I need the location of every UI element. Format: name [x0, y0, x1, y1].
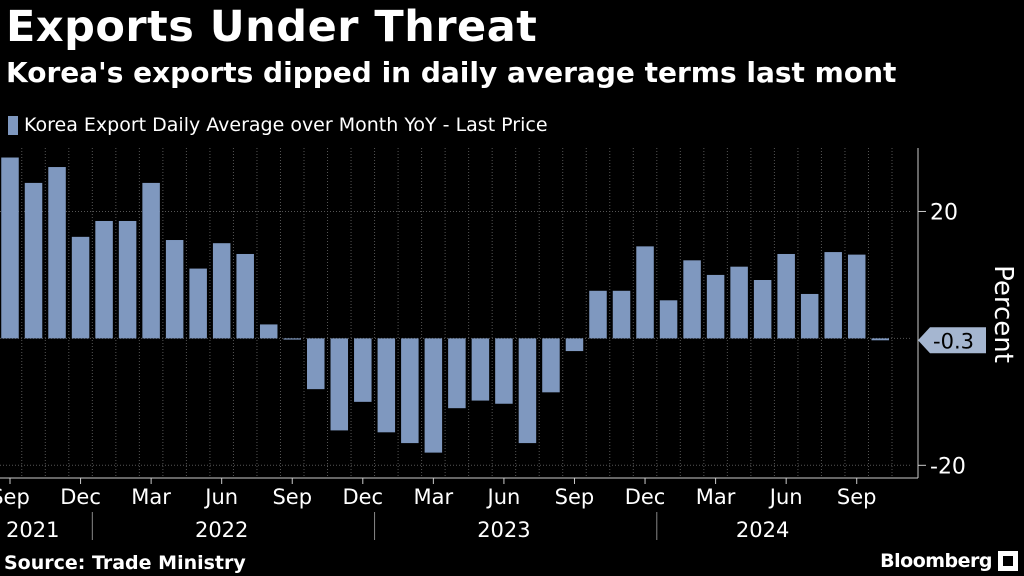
- bar: [71, 236, 90, 339]
- bar: [871, 338, 889, 341]
- bar: [612, 290, 631, 339]
- bar: [165, 240, 184, 339]
- x-tick-label: Mar: [696, 485, 736, 509]
- bar: [753, 280, 772, 339]
- bar: [847, 254, 866, 339]
- x-tick-label: Dec: [342, 485, 383, 509]
- x-tick-label: Jun: [203, 485, 238, 509]
- bar: [142, 182, 160, 339]
- chart-subtitle: Korea's exports dipped in daily average …: [6, 56, 897, 89]
- bar: [495, 338, 513, 404]
- legend-label: Korea Export Daily Average over Month Yo…: [24, 114, 548, 136]
- bar: [1, 157, 19, 339]
- bar: [800, 293, 819, 339]
- bar: [118, 220, 137, 339]
- x-tick-label: Mar: [131, 485, 171, 509]
- bar: [401, 338, 419, 444]
- bar: [354, 338, 372, 402]
- x-tick-label: Dec: [60, 485, 101, 509]
- bar: [24, 182, 43, 339]
- year-label: 2023: [477, 518, 530, 542]
- bar: [330, 338, 349, 431]
- y-tick-label: 20: [930, 200, 958, 225]
- bar: [212, 243, 231, 339]
- bar: [377, 338, 396, 433]
- bar: [283, 338, 301, 340]
- bar: [518, 338, 537, 444]
- bar: [471, 338, 490, 401]
- x-tick-label: Sep: [0, 485, 30, 509]
- bar: [730, 266, 748, 339]
- y-axis-label: Percent: [988, 265, 1018, 363]
- x-tick-label: Sep: [555, 485, 595, 509]
- bar: [777, 253, 795, 339]
- bar: [636, 246, 654, 339]
- bar: [824, 252, 842, 339]
- bar: [589, 290, 607, 339]
- logo-square-icon: [998, 551, 1018, 571]
- bar: [659, 300, 678, 339]
- year-label: 2021: [6, 518, 59, 542]
- bar: [189, 268, 207, 339]
- last-value-callout: [918, 327, 986, 354]
- x-tick-label: Jun: [768, 485, 803, 509]
- y-tick-label: -20: [930, 454, 966, 479]
- bar: [236, 253, 254, 339]
- bar: [259, 324, 278, 339]
- bar: [48, 167, 66, 339]
- bar: [565, 338, 584, 352]
- legend-swatch: [8, 115, 18, 135]
- source-note: Source: Trade Ministry: [4, 552, 246, 574]
- year-label: 2022: [195, 518, 248, 542]
- bar: [706, 274, 725, 339]
- year-label: 2024: [736, 518, 789, 542]
- bar: [448, 338, 466, 409]
- x-tick-label: Jun: [486, 485, 521, 509]
- x-tick-label: Dec: [625, 485, 666, 509]
- x-tick-label: Mar: [414, 485, 454, 509]
- last-value-label: -0.3: [933, 329, 974, 353]
- bar: [542, 338, 560, 393]
- bar: [307, 338, 325, 390]
- bar: [95, 220, 113, 339]
- x-tick-label: Sep: [272, 485, 312, 509]
- logo-text: Bloomberg: [880, 550, 992, 572]
- legend: Korea Export Daily Average over Month Yo…: [8, 114, 548, 136]
- bloomberg-logo: Bloomberg: [880, 550, 1018, 572]
- x-tick-label: Sep: [837, 485, 877, 509]
- chart-title: Exports Under Threat: [6, 2, 538, 52]
- bar: [683, 260, 701, 339]
- bar: [424, 338, 443, 453]
